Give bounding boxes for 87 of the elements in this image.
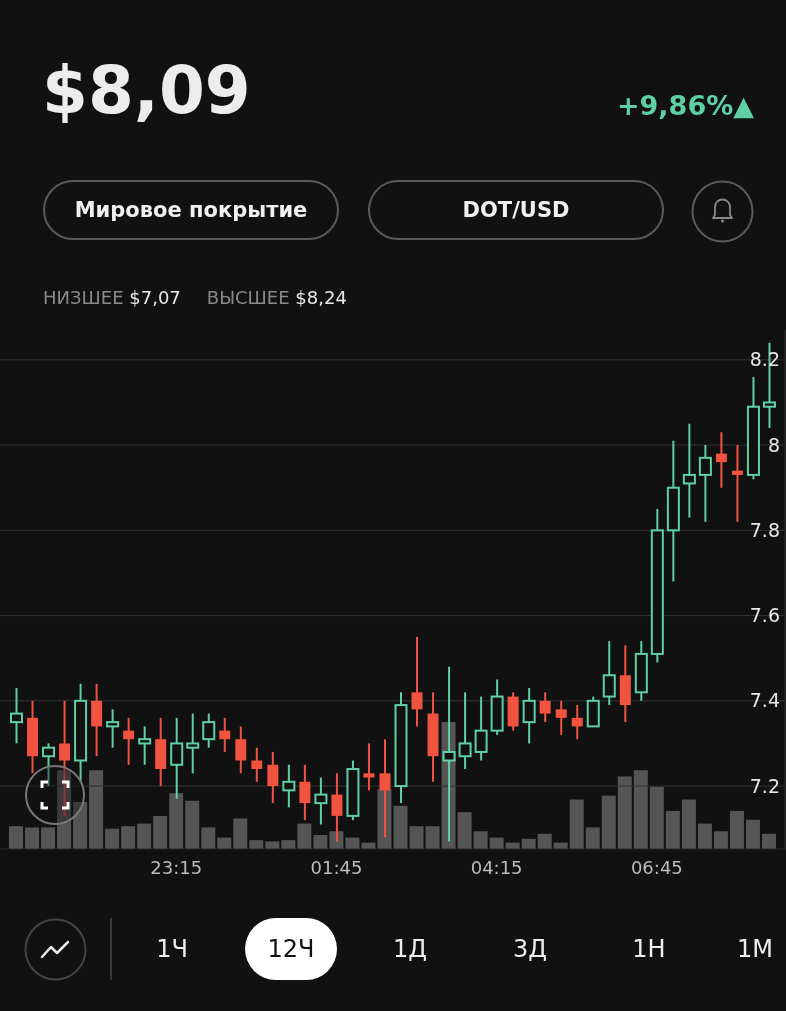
candlestick (186, 712, 200, 775)
bar (617, 776, 632, 849)
bar (649, 786, 664, 849)
x-tick-label: 04:15 (470, 857, 523, 878)
bar (105, 828, 120, 849)
candlestick (602, 640, 616, 707)
candlestick (698, 444, 712, 523)
text: $8,24 (295, 287, 347, 308)
candlestick (474, 695, 488, 762)
text: НИЗШЕЕ (43, 287, 124, 308)
bar (569, 799, 584, 849)
bar (25, 827, 40, 849)
text: 1М (736, 934, 774, 965)
y-tick-label: 7.6 (749, 604, 780, 627)
y-tick-label: 7.4 (749, 689, 780, 712)
bar (745, 819, 760, 849)
candlestick (123, 716, 135, 766)
candlestick (731, 444, 743, 523)
candlestick (138, 725, 152, 766)
text: 1Д (392, 934, 428, 965)
candlestick (235, 725, 247, 775)
x-tick-label: 01:45 (310, 857, 363, 878)
bar (169, 793, 184, 849)
bar (121, 826, 136, 849)
text: $7,07 (129, 287, 181, 308)
bar (233, 818, 248, 849)
bar (409, 826, 424, 849)
candlestick (10, 687, 23, 745)
bar (249, 840, 264, 849)
x-tick-label: 23:15 (150, 857, 203, 878)
text: 3Д (512, 934, 548, 965)
y-tick-label: 7.8 (749, 518, 780, 541)
bar (601, 795, 616, 849)
bar (201, 827, 216, 849)
bar (89, 770, 104, 849)
candlestick (522, 687, 536, 745)
bar (281, 840, 296, 849)
bar (313, 835, 328, 849)
bar (425, 826, 440, 849)
candlestick (219, 716, 231, 753)
text: DOT/USD (368, 180, 664, 240)
bar (761, 833, 776, 849)
bar (73, 802, 88, 849)
bar (473, 831, 488, 849)
candlestick (555, 699, 567, 736)
candlestick (314, 776, 328, 826)
candlestick (539, 691, 551, 724)
bar (713, 831, 728, 849)
bar (681, 799, 696, 849)
bar (393, 805, 408, 849)
bar (137, 823, 152, 849)
candlestick (715, 431, 727, 489)
text: +9,86%▲ (616, 90, 754, 121)
candlestick (106, 708, 120, 749)
bar (41, 827, 56, 849)
candlestick (571, 704, 583, 741)
bar (297, 823, 312, 849)
bar (729, 810, 744, 849)
candlestick (458, 691, 472, 771)
y-tick-label: 7.2 (749, 774, 780, 797)
bar (585, 827, 600, 849)
bar (457, 812, 472, 849)
text: 1Н (631, 934, 667, 965)
y-tick-label: 8 (767, 433, 780, 456)
chart-title: $8,09 (42, 52, 251, 129)
candlestick (363, 742, 375, 792)
bar (665, 810, 680, 849)
x-tick-label: 06:45 (630, 857, 683, 878)
candlestick (267, 750, 279, 805)
bar (697, 823, 712, 849)
bar (537, 833, 552, 849)
bar (633, 770, 648, 849)
candlestick (251, 746, 263, 783)
candlestick (42, 742, 56, 788)
candlestick (202, 712, 216, 749)
bar (185, 800, 200, 849)
text: 12Ч (245, 918, 337, 980)
text: ВЫСШЕЕ (206, 287, 290, 308)
candlestick (682, 422, 696, 519)
candlestick (411, 635, 423, 728)
text: 1Ч (155, 934, 189, 965)
bar (153, 815, 168, 849)
bar (265, 841, 280, 849)
text: Мировое покрытие (43, 180, 339, 240)
candlestick (282, 763, 296, 809)
candlestick (299, 763, 311, 822)
bar (9, 826, 23, 849)
